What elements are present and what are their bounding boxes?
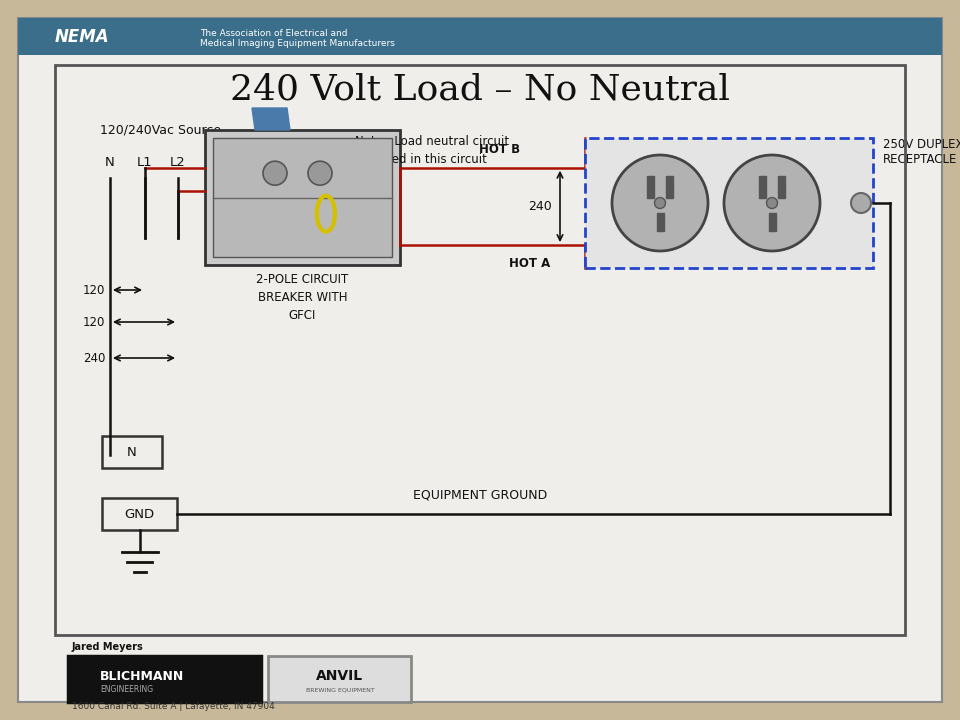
- Text: Customer Service: Customer Service: [72, 655, 158, 665]
- FancyBboxPatch shape: [102, 436, 162, 468]
- Text: ENGINEERING: ENGINEERING: [100, 685, 154, 695]
- Text: 120/240Vac Source: 120/240Vac Source: [100, 124, 221, 137]
- Text: L1: L1: [137, 156, 153, 168]
- Text: L2: L2: [170, 156, 186, 168]
- FancyBboxPatch shape: [666, 176, 673, 198]
- FancyBboxPatch shape: [18, 18, 942, 702]
- FancyBboxPatch shape: [102, 498, 177, 530]
- FancyBboxPatch shape: [769, 213, 776, 231]
- FancyBboxPatch shape: [585, 138, 873, 268]
- Circle shape: [263, 161, 287, 185]
- Text: The Association of Electrical and: The Association of Electrical and: [200, 29, 348, 37]
- FancyBboxPatch shape: [268, 656, 411, 702]
- Circle shape: [612, 155, 708, 251]
- Text: BREWING EQUIPMENT: BREWING EQUIPMENT: [305, 688, 374, 693]
- Text: 240 Volt Load – No Neutral: 240 Volt Load – No Neutral: [230, 73, 730, 107]
- Text: ANVIL: ANVIL: [317, 669, 364, 683]
- Circle shape: [766, 197, 778, 209]
- Text: 1600 Canal Rd. Suite A | Lafayette, IN 47904: 1600 Canal Rd. Suite A | Lafayette, IN 4…: [72, 702, 275, 711]
- Text: Note:  Load neutral circuit
not used in this circuit: Note: Load neutral circuit not used in t…: [355, 135, 509, 166]
- Text: 240: 240: [83, 351, 105, 364]
- Text: 120: 120: [83, 315, 105, 328]
- Text: HOT B: HOT B: [479, 143, 520, 156]
- FancyBboxPatch shape: [759, 176, 766, 198]
- Circle shape: [655, 197, 665, 209]
- Text: 2-POLE CIRCUIT
BREAKER WITH
GFCI: 2-POLE CIRCUIT BREAKER WITH GFCI: [256, 273, 348, 322]
- Polygon shape: [252, 108, 290, 130]
- FancyBboxPatch shape: [778, 176, 785, 198]
- FancyBboxPatch shape: [213, 138, 392, 257]
- Text: EQUIPMENT GROUND: EQUIPMENT GROUND: [413, 489, 547, 502]
- Text: NEMA: NEMA: [55, 27, 109, 45]
- Text: BLICHMANN: BLICHMANN: [100, 670, 184, 683]
- Circle shape: [851, 193, 871, 213]
- Text: GND: GND: [125, 508, 155, 521]
- FancyBboxPatch shape: [18, 18, 942, 55]
- FancyBboxPatch shape: [68, 656, 261, 702]
- Text: 120: 120: [83, 284, 105, 297]
- Text: 250V DUPLEX
RECEPTACLE: 250V DUPLEX RECEPTACLE: [883, 138, 960, 166]
- Circle shape: [308, 161, 332, 185]
- FancyBboxPatch shape: [647, 176, 654, 198]
- FancyBboxPatch shape: [205, 130, 400, 265]
- Text: N: N: [127, 446, 137, 459]
- Text: N: N: [106, 156, 115, 168]
- Circle shape: [724, 155, 820, 251]
- Text: HOT A: HOT A: [510, 257, 551, 270]
- Text: Medical Imaging Equipment Manufacturers: Medical Imaging Equipment Manufacturers: [200, 38, 395, 48]
- Text: Jared Meyers: Jared Meyers: [72, 642, 144, 652]
- FancyBboxPatch shape: [657, 213, 663, 231]
- Text: 240: 240: [528, 200, 552, 213]
